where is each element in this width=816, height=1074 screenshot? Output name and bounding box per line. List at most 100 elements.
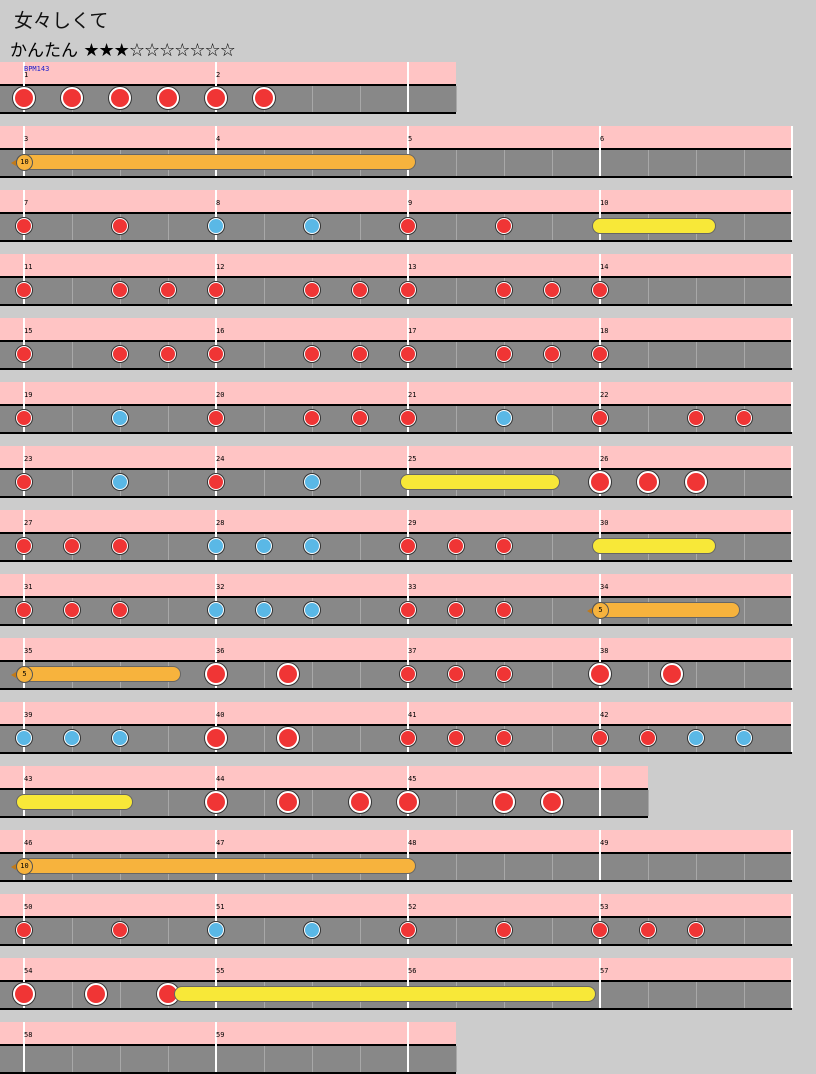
ka-note (304, 538, 320, 554)
ka-note (208, 218, 224, 234)
barline (791, 318, 793, 368)
don-note (16, 282, 32, 298)
balloon-count: 10 (16, 154, 33, 171)
beat-line (264, 662, 265, 688)
big-don-note (157, 87, 179, 109)
measure-number: 38 (600, 647, 609, 655)
barline (215, 510, 217, 560)
barline (599, 382, 601, 432)
chart-row: 15 16 17 18 (0, 318, 793, 370)
barline (407, 62, 409, 112)
beat-line (264, 726, 265, 752)
beat-line (72, 214, 73, 240)
balloon-tail-icon (11, 160, 16, 166)
beat-line (744, 470, 745, 496)
ka-note (256, 602, 272, 618)
measure-number: 49 (600, 839, 609, 847)
beat-line (648, 662, 649, 688)
barline (791, 126, 793, 176)
big-don-note (253, 87, 275, 109)
measure-band (0, 510, 792, 532)
chart-row: 43 44 45 (0, 766, 649, 818)
don-note (352, 282, 368, 298)
don-note (304, 410, 320, 426)
drumroll-note (592, 218, 716, 234)
big-don-note (277, 791, 299, 813)
balloon-note (16, 858, 416, 874)
don-note (64, 602, 80, 618)
difficulty-label: かんたん (10, 41, 78, 61)
beat-line (648, 278, 649, 304)
chart-row: 27 28 29 30 (0, 510, 793, 562)
chart-row: 54 55 56 57 (0, 958, 793, 1010)
barline (599, 958, 601, 1008)
big-don-note (205, 87, 227, 109)
barline (215, 446, 217, 496)
note-lane (0, 340, 792, 370)
beat-line (744, 854, 745, 880)
chart-row: 46 47 48 49 10 (0, 830, 793, 882)
chart-row: 39 40 41 42 (0, 702, 793, 754)
don-note (208, 282, 224, 298)
barline (407, 638, 409, 688)
beat-line (744, 982, 745, 1008)
barline (791, 254, 793, 304)
beat-line (168, 726, 169, 752)
measure-number: 35 (24, 647, 33, 655)
measure-number: 48 (408, 839, 417, 847)
measure-number: 28 (216, 519, 225, 527)
ka-note (64, 730, 80, 746)
beat-line (744, 214, 745, 240)
don-note (640, 730, 656, 746)
chart-row: 19 20 21 22 (0, 382, 793, 434)
beat-line (744, 918, 745, 944)
beat-line (72, 918, 73, 944)
don-note (592, 730, 608, 746)
barline (791, 702, 793, 752)
beat-line (72, 278, 73, 304)
big-don-note (349, 791, 371, 813)
barline (407, 254, 409, 304)
barline (23, 510, 25, 560)
drumroll-note (16, 794, 133, 810)
don-note (16, 538, 32, 554)
beat-line (744, 662, 745, 688)
balloon-tail-icon (587, 608, 592, 614)
beat-line (552, 598, 553, 624)
don-note (592, 282, 608, 298)
don-note (16, 602, 32, 618)
balloon-note (592, 602, 740, 618)
don-note (400, 666, 416, 682)
measure-number: 6 (600, 135, 605, 143)
barline (23, 318, 25, 368)
beat-line (552, 214, 553, 240)
barline (599, 574, 601, 624)
barline (23, 638, 25, 688)
beat-line (168, 790, 169, 816)
measure-number: 56 (408, 967, 417, 975)
barline (791, 958, 793, 1008)
don-note (16, 218, 32, 234)
barline (407, 1022, 409, 1072)
note-lane (0, 916, 792, 946)
don-note (448, 730, 464, 746)
measure-number: 26 (600, 455, 609, 463)
measure-number: 1 (24, 71, 29, 79)
barline (599, 766, 601, 816)
don-note (496, 218, 512, 234)
beat-line (312, 790, 313, 816)
measure-number: 42 (600, 711, 609, 719)
beat-line (168, 598, 169, 624)
measure-number: 52 (408, 903, 417, 911)
measure-number: 15 (24, 327, 33, 335)
chart-row: 1 2 BPM143 (0, 62, 457, 114)
ka-note (304, 602, 320, 618)
beat-line (72, 470, 73, 496)
measure-band (0, 830, 792, 852)
big-don-note (277, 727, 299, 749)
balloon-note (16, 154, 416, 170)
ka-note (496, 410, 512, 426)
beat-line (504, 150, 505, 176)
barline (791, 446, 793, 496)
barline (791, 382, 793, 432)
